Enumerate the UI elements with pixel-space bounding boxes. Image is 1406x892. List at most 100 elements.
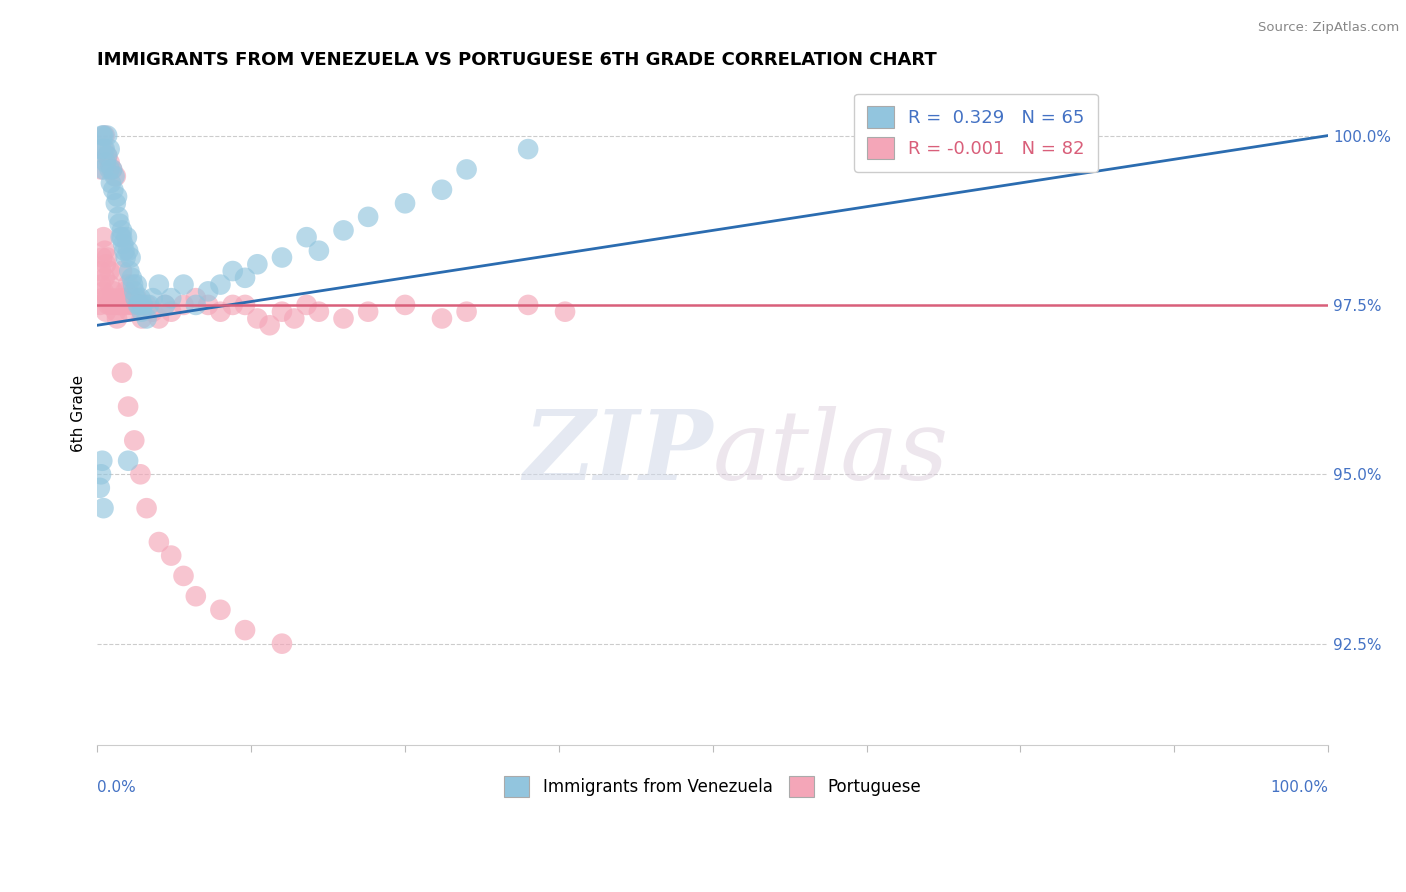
Point — [96, 251, 118, 265]
Point — [173, 298, 195, 312]
Point — [112, 291, 135, 305]
Point — [98, 277, 121, 292]
Point — [115, 230, 138, 244]
Point — [118, 304, 141, 318]
Point — [233, 623, 256, 637]
Point — [112, 244, 135, 258]
Point — [98, 264, 121, 278]
Point — [148, 311, 170, 326]
Point — [128, 298, 150, 312]
Point — [90, 142, 112, 156]
Point — [91, 291, 114, 305]
Point — [117, 454, 139, 468]
Point — [184, 291, 207, 305]
Point — [120, 291, 142, 305]
Point — [90, 277, 112, 292]
Point — [148, 535, 170, 549]
Point — [104, 169, 127, 184]
Point — [89, 298, 111, 312]
Point — [121, 298, 143, 312]
Point — [93, 162, 115, 177]
Point — [117, 244, 139, 258]
Point — [121, 270, 143, 285]
Point — [160, 304, 183, 318]
Point — [111, 223, 134, 237]
Text: IMMIGRANTS FROM VENEZUELA VS PORTUGUESE 6TH GRADE CORRELATION CHART: IMMIGRANTS FROM VENEZUELA VS PORTUGUESE … — [97, 51, 938, 69]
Point — [173, 569, 195, 583]
Point — [160, 291, 183, 305]
Point — [271, 251, 294, 265]
Point — [103, 183, 125, 197]
Point — [107, 298, 129, 312]
Point — [430, 311, 453, 326]
Point — [233, 270, 256, 285]
Point — [107, 210, 129, 224]
Point — [93, 230, 115, 244]
Point — [283, 311, 305, 326]
Point — [94, 304, 117, 318]
Point — [295, 298, 318, 312]
Point — [114, 285, 136, 299]
Y-axis label: 6th Grade: 6th Grade — [72, 375, 86, 452]
Point — [105, 189, 128, 203]
Point — [332, 311, 354, 326]
Point — [271, 637, 294, 651]
Point — [108, 291, 131, 305]
Point — [124, 298, 146, 312]
Point — [93, 270, 115, 285]
Text: atlas: atlas — [713, 406, 949, 500]
Point — [295, 230, 318, 244]
Point — [153, 298, 176, 312]
Point — [108, 217, 131, 231]
Point — [209, 277, 232, 292]
Point — [111, 298, 134, 312]
Point — [94, 257, 117, 271]
Point — [160, 549, 183, 563]
Point — [138, 298, 160, 312]
Point — [93, 285, 115, 299]
Point — [117, 277, 139, 292]
Point — [96, 149, 118, 163]
Point — [97, 298, 120, 312]
Point — [124, 285, 146, 299]
Point — [129, 291, 152, 305]
Point — [118, 264, 141, 278]
Point — [101, 162, 124, 177]
Point — [89, 481, 111, 495]
Point — [114, 251, 136, 265]
Point — [197, 298, 219, 312]
Point — [332, 223, 354, 237]
Point — [90, 467, 112, 482]
Point — [125, 277, 148, 292]
Point — [271, 304, 294, 318]
Point — [110, 298, 132, 312]
Point — [124, 434, 146, 448]
Point — [94, 155, 117, 169]
Point — [91, 251, 114, 265]
Point — [184, 298, 207, 312]
Text: ZIP: ZIP — [523, 406, 713, 500]
Point — [122, 277, 145, 292]
Point — [259, 318, 281, 333]
Point — [105, 311, 128, 326]
Text: 100.0%: 100.0% — [1270, 780, 1329, 795]
Point — [131, 311, 153, 326]
Point — [93, 128, 115, 143]
Point — [131, 304, 153, 318]
Point — [128, 298, 150, 312]
Point — [246, 311, 269, 326]
Point — [127, 298, 149, 312]
Point — [357, 210, 380, 224]
Point — [142, 291, 165, 305]
Point — [197, 285, 219, 299]
Point — [394, 196, 416, 211]
Point — [101, 291, 124, 305]
Point — [233, 298, 256, 312]
Point — [91, 454, 114, 468]
Point — [135, 298, 157, 312]
Point — [93, 128, 115, 143]
Point — [90, 162, 112, 177]
Point — [96, 149, 118, 163]
Point — [93, 142, 115, 156]
Point — [456, 162, 478, 177]
